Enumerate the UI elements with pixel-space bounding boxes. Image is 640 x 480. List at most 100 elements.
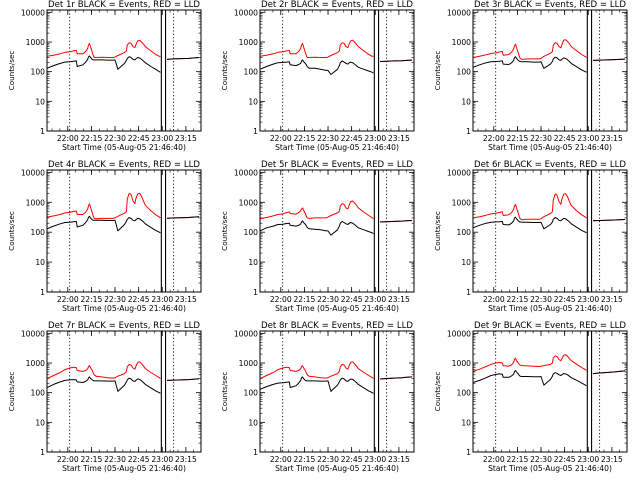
x-tick-label: 23:00 bbox=[577, 295, 599, 304]
x-tick-label: 22:00 bbox=[270, 295, 292, 304]
x-tick-label: 22:15 bbox=[80, 455, 102, 464]
y-tick-label: 10000 bbox=[447, 329, 471, 338]
events-rate-line bbox=[47, 215, 161, 234]
events-rate-line bbox=[47, 376, 161, 394]
y-tick-label: 10 bbox=[248, 418, 258, 427]
x-axis-label: Start Time (05-Aug-05 21:46:40) bbox=[275, 304, 399, 313]
events-rate-line bbox=[260, 376, 374, 394]
plot-frame bbox=[472, 169, 628, 293]
detector-panel-8: Det 8r BLACK = Events, RED = LLD 1 10 100 10… bbox=[220, 321, 415, 473]
panel-title: Det 6r BLACK = Events, RED = LLD bbox=[474, 160, 626, 170]
y-tick-label: 1 bbox=[40, 448, 45, 457]
x-axis-label: Start Time (05-Aug-05 21:46:40) bbox=[62, 304, 186, 313]
y-axis-label: Counts/sec bbox=[220, 211, 229, 251]
events-rate-line bbox=[473, 370, 587, 387]
detector-panel-2: Det 2r BLACK = Events, RED = LLD 1 10 100 10… bbox=[220, 0, 415, 152]
x-tick-label: 23:15 bbox=[388, 295, 410, 304]
y-axis-label: Counts/sec bbox=[433, 51, 442, 91]
x-tick-label: 22:45 bbox=[341, 295, 363, 304]
plot-frame bbox=[259, 9, 415, 132]
y-axis-label: Counts/sec bbox=[433, 211, 442, 251]
x-tick-label: 22:45 bbox=[128, 295, 150, 304]
x-tick-label: 23:15 bbox=[601, 455, 623, 464]
detector-panel-4: Det 4r BLACK = Events, RED = LLD 1 10 100 10… bbox=[7, 160, 202, 313]
y-tick-label: 10000 bbox=[21, 329, 45, 338]
x-tick-label: 23:15 bbox=[175, 455, 197, 464]
y-tick-label: 1 bbox=[253, 127, 258, 136]
y-axis-label: Counts/sec bbox=[220, 372, 229, 412]
x-tick-label: 22:45 bbox=[341, 455, 363, 464]
x-tick-label: 22:45 bbox=[341, 134, 363, 143]
x-axis-label: Start Time (05-Aug-05 21:46:40) bbox=[275, 464, 399, 473]
plot-frame bbox=[46, 9, 202, 132]
y-tick-label: 100 bbox=[244, 228, 259, 237]
y-tick-label: 100 bbox=[244, 68, 259, 77]
detector-panel-3: Det 3r BLACK = Events, RED = LLD 1 10 100 10… bbox=[433, 0, 628, 152]
y-tick-label: 10 bbox=[461, 97, 471, 106]
y-tick-label: 1000 bbox=[239, 198, 258, 207]
events-rate-line bbox=[47, 55, 161, 73]
events-rate-line bbox=[592, 58, 626, 61]
y-tick-label: 100 bbox=[31, 389, 46, 398]
x-tick-label: 23:00 bbox=[577, 134, 599, 143]
x-tick-label: 23:15 bbox=[601, 134, 623, 143]
y-axis-label: Counts/sec bbox=[7, 372, 16, 412]
events-rate-line bbox=[166, 57, 200, 60]
panel-title: Det 5r BLACK = Events, RED = LLD bbox=[261, 160, 413, 170]
lld-rate-line bbox=[47, 361, 161, 379]
panel-title: Det 7r BLACK = Events, RED = LLD bbox=[48, 321, 200, 331]
y-axis-label: Counts/sec bbox=[7, 51, 16, 91]
x-tick-label: 22:45 bbox=[554, 295, 576, 304]
y-tick-label: 10 bbox=[248, 97, 258, 106]
x-tick-label: 23:00 bbox=[364, 134, 386, 143]
plot-frame bbox=[259, 330, 415, 453]
events-rate-line bbox=[166, 378, 200, 381]
x-tick-label: 22:15 bbox=[506, 295, 528, 304]
x-axis-label: Start Time (05-Aug-05 21:46:40) bbox=[275, 143, 399, 152]
x-tick-label: 22:45 bbox=[554, 134, 576, 143]
x-tick-label: 22:30 bbox=[530, 134, 552, 143]
y-tick-label: 10 bbox=[35, 258, 45, 267]
x-tick-label: 22:45 bbox=[128, 455, 150, 464]
x-tick-label: 23:15 bbox=[388, 455, 410, 464]
events-rate-line bbox=[379, 220, 413, 223]
plot-frame bbox=[472, 330, 628, 453]
y-tick-label: 1000 bbox=[452, 198, 471, 207]
x-tick-label: 22:15 bbox=[506, 455, 528, 464]
lld-rate-line bbox=[47, 39, 161, 58]
events-rate-line bbox=[379, 59, 413, 62]
x-tick-label: 22:30 bbox=[317, 134, 339, 143]
lld-rate-line bbox=[47, 192, 161, 220]
x-tick-label: 22:00 bbox=[57, 134, 79, 143]
y-tick-label: 1000 bbox=[239, 38, 258, 47]
y-tick-label: 100 bbox=[244, 389, 259, 398]
y-tick-label: 10 bbox=[35, 97, 45, 106]
events-rate-line bbox=[260, 220, 374, 236]
y-tick-label: 10000 bbox=[447, 8, 471, 17]
x-tick-label: 22:00 bbox=[483, 455, 505, 464]
detector-panel-5: Det 5r BLACK = Events, RED = LLD 1 10 100 10… bbox=[220, 160, 415, 313]
events-rate-line bbox=[260, 59, 374, 75]
events-rate-line bbox=[592, 370, 626, 375]
x-tick-label: 22:15 bbox=[80, 295, 102, 304]
x-tick-label: 22:30 bbox=[317, 455, 339, 464]
panel-title: Det 3r BLACK = Events, RED = LLD bbox=[474, 0, 626, 10]
lld-rate-line bbox=[260, 39, 374, 58]
y-tick-label: 10 bbox=[35, 418, 45, 427]
panel-title: Det 4r BLACK = Events, RED = LLD bbox=[48, 160, 200, 170]
y-tick-label: 10 bbox=[248, 258, 258, 267]
plot-frame bbox=[46, 330, 202, 453]
x-tick-label: 22:30 bbox=[317, 295, 339, 304]
x-tick-label: 23:15 bbox=[388, 134, 410, 143]
y-tick-label: 1000 bbox=[239, 359, 258, 368]
y-tick-label: 100 bbox=[457, 228, 472, 237]
y-tick-label: 100 bbox=[457, 389, 472, 398]
lld-rate-line bbox=[260, 361, 374, 379]
x-tick-label: 23:00 bbox=[364, 455, 386, 464]
y-tick-label: 10 bbox=[461, 258, 471, 267]
y-tick-label: 1 bbox=[466, 448, 471, 457]
y-tick-label: 10000 bbox=[447, 168, 471, 177]
plot-frame bbox=[259, 169, 415, 293]
y-tick-label: 1000 bbox=[452, 38, 471, 47]
